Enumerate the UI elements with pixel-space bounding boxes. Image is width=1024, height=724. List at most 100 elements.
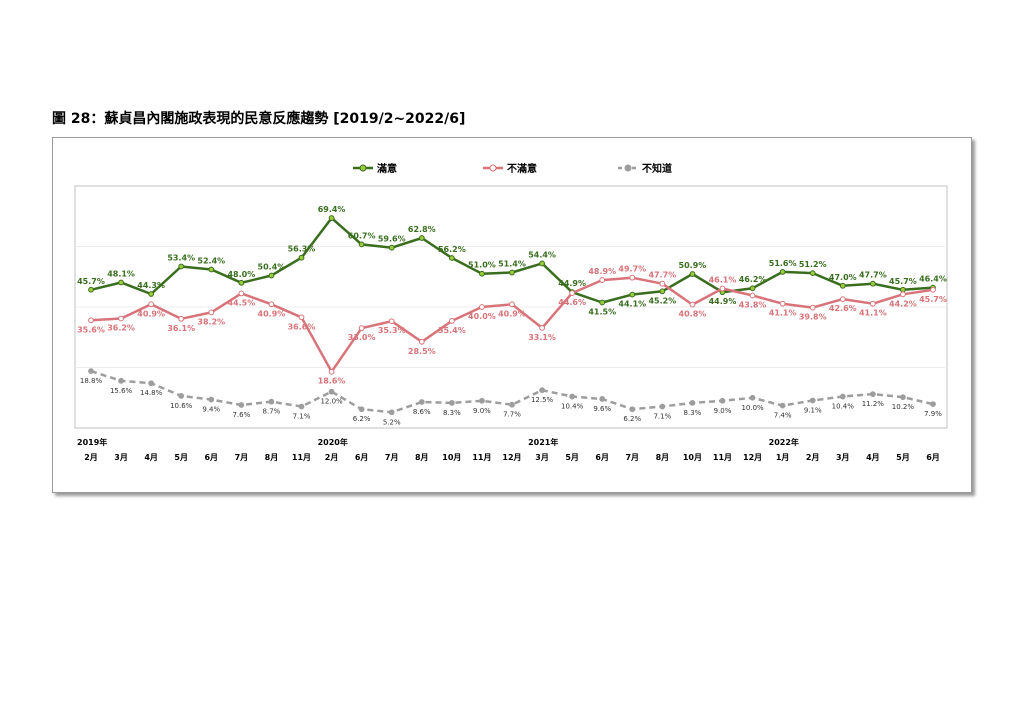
data-label: 38.2%	[197, 317, 225, 326]
data-label: 7.6%	[232, 411, 250, 419]
series-3-point	[389, 410, 394, 415]
month-tick-label: 4月	[144, 453, 158, 462]
data-label: 9.6%	[593, 405, 611, 413]
data-label: 8.3%	[684, 409, 702, 417]
series-2-point	[630, 275, 635, 280]
series-3-point	[449, 400, 454, 405]
data-label: 41.1%	[769, 309, 797, 318]
month-tick-label: 12月	[502, 453, 521, 462]
series-1-point	[810, 271, 815, 276]
month-tick-label: 10月	[442, 453, 461, 462]
data-label: 35.6%	[77, 325, 105, 334]
month-tick-label: 3月	[114, 453, 128, 462]
series-3-point	[419, 400, 424, 405]
data-label: 9.1%	[804, 406, 822, 414]
data-label: 7.9%	[924, 410, 942, 418]
data-label: 5.2%	[383, 418, 401, 426]
data-label: 53.4%	[167, 253, 195, 262]
month-tick-label: 5月	[896, 453, 910, 462]
data-label: 40.9%	[258, 309, 286, 318]
data-label: 51.0%	[468, 261, 496, 270]
data-label: 9.0%	[714, 407, 732, 415]
data-label: 47.7%	[859, 271, 887, 280]
series-3-point	[359, 407, 364, 412]
data-label: 40.8%	[679, 310, 707, 319]
data-label: 7.1%	[653, 413, 671, 421]
series-3-point	[630, 407, 635, 412]
data-label: 10.4%	[561, 403, 584, 411]
data-label: 50.9%	[679, 261, 707, 270]
series-2-point	[840, 297, 845, 302]
series-3-point	[299, 404, 304, 409]
month-tick-label: 11月	[472, 453, 491, 462]
series-1-point	[389, 245, 394, 250]
data-label: 36.1%	[167, 324, 195, 333]
data-label: 12.0%	[320, 398, 343, 406]
line-chart: 滿意 不滿意 不知道 45.7%35.6%18.8%48.1%36.2%15.6%4…	[53, 138, 971, 492]
month-tick-label: 11月	[713, 453, 732, 462]
series-3-point	[239, 403, 244, 408]
series-2-point	[209, 310, 214, 315]
series-2-point	[359, 326, 364, 331]
month-tick-label: 7月	[385, 453, 399, 462]
series-3-point	[870, 392, 875, 397]
series-2-point	[510, 302, 515, 307]
series-2-point	[690, 302, 695, 307]
series-1-point	[780, 270, 785, 275]
data-label: 44.5%	[227, 298, 255, 307]
series-1-point	[480, 271, 485, 276]
series-1-point	[149, 292, 154, 297]
data-label: 8.3%	[443, 409, 461, 417]
month-tick-label: 2月	[325, 453, 339, 462]
data-label: 51.6%	[769, 259, 797, 268]
data-label: 44.2%	[889, 299, 917, 308]
data-label: 11.2%	[862, 400, 885, 408]
series-2-point	[570, 291, 575, 296]
data-label: 7.4%	[774, 412, 792, 420]
data-label: 41.1%	[859, 309, 887, 318]
series-1-point	[89, 287, 94, 292]
chart-frame: 滿意 不滿意 不知道 45.7% 35.6% 18.8% 48.1% 36.2% 15.6% 4…	[52, 137, 972, 493]
data-label: 9.0%	[473, 407, 491, 415]
series-3-point	[901, 395, 906, 400]
series-1-point	[540, 261, 545, 266]
data-label: 33.0%	[348, 333, 376, 342]
series-1-point	[630, 292, 635, 297]
data-label: 69.4%	[318, 205, 346, 214]
series-3-point	[480, 398, 485, 403]
data-label: 46.1%	[709, 276, 737, 285]
series-3-point	[931, 402, 936, 407]
data-label: 33.1%	[528, 333, 556, 342]
series-2-point	[901, 292, 906, 297]
series-2-point	[780, 301, 785, 306]
data-label: 18.6%	[318, 377, 346, 386]
month-tick-label: 7月	[235, 453, 249, 462]
month-tick-label: 8月	[265, 453, 279, 462]
data-label: 40.9%	[137, 309, 165, 318]
data-label: 56.2%	[438, 245, 466, 254]
series-2-point	[269, 302, 274, 307]
data-label: 43.8%	[739, 301, 767, 310]
month-tick-label: 6月	[204, 453, 218, 462]
data-label: 28.5%	[408, 347, 436, 356]
year-tick-label: 2021年	[528, 437, 558, 447]
series-2-point	[239, 291, 244, 296]
series-1-point	[600, 300, 605, 305]
data-label: 35.3%	[378, 326, 406, 335]
month-tick-label: 8月	[415, 453, 429, 462]
data-label: 10.6%	[170, 402, 193, 410]
data-label: 59.6%	[378, 235, 406, 244]
data-label: 9.4%	[202, 406, 220, 414]
series-2-point	[600, 278, 605, 283]
series-2-point	[660, 281, 665, 286]
series-2-point	[870, 301, 875, 306]
series-3-point	[119, 378, 124, 383]
data-label: 49.7%	[618, 265, 646, 274]
month-tick-label: 3月	[535, 453, 549, 462]
series-1-point	[359, 242, 364, 247]
series-3-point	[149, 381, 154, 386]
series-2-point	[480, 305, 485, 310]
series-3-point	[329, 389, 334, 394]
data-label: 39.8%	[799, 313, 827, 322]
data-label: 47.7%	[648, 271, 676, 280]
